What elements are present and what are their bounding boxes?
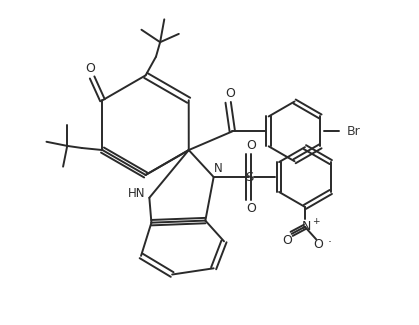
- Text: O: O: [313, 238, 323, 251]
- Text: O: O: [225, 87, 235, 100]
- Text: Br: Br: [347, 125, 360, 138]
- Text: N: N: [302, 220, 311, 233]
- Text: O: O: [246, 202, 256, 215]
- Text: O: O: [85, 62, 95, 75]
- Text: ·: ·: [328, 236, 332, 249]
- Text: O: O: [282, 234, 292, 247]
- Text: HN: HN: [128, 187, 146, 200]
- Text: O: O: [246, 138, 256, 151]
- Text: +: +: [312, 217, 319, 226]
- Text: S: S: [246, 171, 254, 184]
- Text: N: N: [213, 162, 222, 175]
